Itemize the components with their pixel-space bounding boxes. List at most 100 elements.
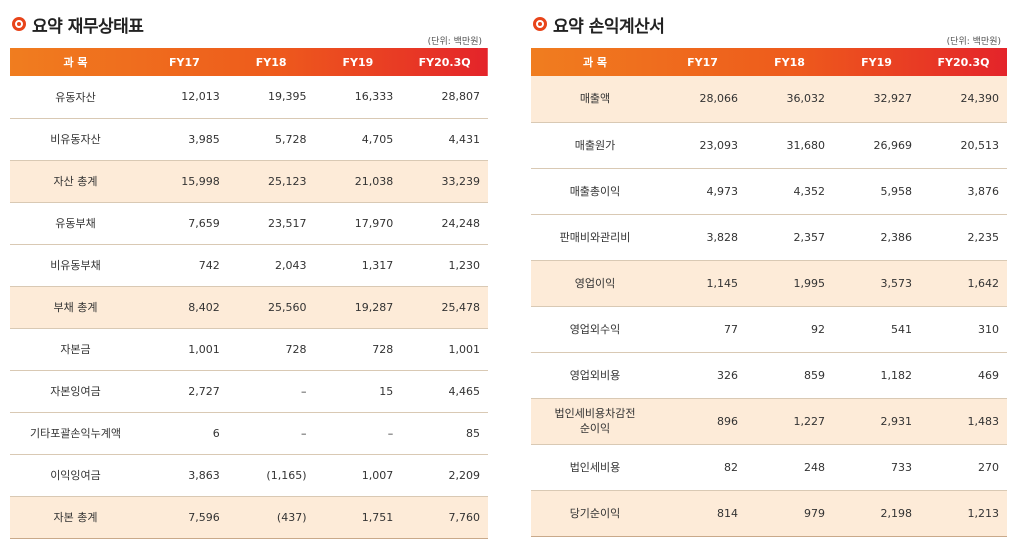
income-statement-table: 과 목 FY17 FY18 FY19 FY20.3Q 매출액 28,066 36,0… [531,48,1007,537]
income-statement-unit: (단위: 백만원) [946,37,1001,47]
column-header: 과 목 [582,56,608,69]
value-cell: 310 [920,306,1007,353]
bullet-icon [533,17,547,31]
value-cell: 2,931 [833,398,920,445]
row-label: 유동부채 [10,202,141,245]
table-row: 영업외비용 326 859 1,182 469 [531,352,1007,399]
value-cell: 85 [401,412,488,455]
value-cell: 5,958 [833,168,920,215]
value-cell: 4,705 [314,118,402,161]
value-cell: 24,248 [401,202,488,245]
table-header-row: 과 목 FY17 FY18 FY19 FY20.3Q [531,48,1007,76]
table-row: 당기순이익 814 979 2,198 1,213 [531,490,1007,537]
value-cell: 3,573 [833,260,920,307]
value-cell: 326 [659,352,746,399]
column-header: FY17 [687,55,718,69]
balance-sheet-header: 요약 재무상태표 (단위: 백만원) [10,0,488,48]
value-cell: 5,728 [227,118,315,161]
value-cell: (1,165) [227,454,315,497]
row-label: 자본잉여금 [10,370,141,413]
value-cell: 1,213 [920,490,1007,537]
value-cell: 2,386 [833,214,920,261]
row-label: 영업외비용 [531,352,659,399]
table-row: 비유동자산 3,985 5,728 4,705 4,431 [10,118,488,161]
value-cell: 2,198 [833,490,920,537]
table-row: 매출원가 23,093 31,680 26,969 20,513 [531,122,1007,169]
value-cell: 31,680 [746,122,833,169]
value-cell: 25,478 [401,286,488,329]
value-cell: 28,066 [659,76,746,123]
balance-sheet-table: 과 목 FY17 FY18 FY19 FY20.3Q 유동자산 12,013 19,… [10,48,488,539]
value-cell: 2,357 [746,214,833,261]
value-cell: 270 [920,444,1007,491]
value-cell: 3,876 [920,168,1007,215]
income-statement-body: 매출액 28,066 36,032 32,927 24,390 매출원가 23,093 31,… [531,76,1007,537]
table-row: 매출액 28,066 36,032 32,927 24,390 [531,76,1007,123]
value-cell: 2,209 [401,454,488,497]
value-cell: – [227,370,315,413]
value-cell: 36,032 [746,76,833,123]
value-cell: 77 [659,306,746,353]
row-label: 매출총이익 [531,168,659,215]
row-label: 비유동부채 [10,244,141,287]
value-cell: 28,807 [401,76,488,119]
row-label: 영업이익 [531,260,659,307]
balance-sheet-unit: (단위: 백만원) [427,37,482,47]
table-row: 자본잉여금 2,727–15 4,465 [10,370,488,413]
table-row: 유동부채 7,659 23,517 17,970 24,248 [10,202,488,245]
value-cell: 7,596 [141,496,228,539]
row-label: 자산 총계 [10,160,141,203]
value-cell: 15,998 [141,160,228,203]
column-header: FY20.3Q [418,55,471,69]
value-cell: 728 [227,328,315,371]
table-row: 기타포괄손익누계액 6– –85 [10,412,488,455]
value-cell: 15 [314,370,402,413]
row-label: 유동자산 [10,76,141,119]
row-label: 당기순이익 [531,490,659,537]
column-header: FY18 [255,55,287,69]
row-label: 매출원가 [531,122,659,169]
column-header: FY20.3Q [937,55,990,69]
value-cell: 859 [746,352,833,399]
value-cell: 1,230 [401,244,488,287]
value-cell: 19,395 [227,76,315,119]
value-cell: – [227,412,315,455]
value-cell: 2,727 [141,370,228,413]
value-cell: 20,513 [920,122,1007,169]
value-cell: 82 [659,444,746,491]
value-cell: 7,659 [141,202,228,245]
value-cell: 6 [141,412,228,455]
value-cell: – [314,412,402,455]
column-header: FY18 [774,55,805,69]
table-row: 영업이익 1,145 1,995 3,573 1,642 [531,260,1007,307]
table-row: 비유동부채 742 2,043 1,317 1,230 [10,244,488,287]
column-header: FY19 [342,55,374,69]
value-cell: 733 [833,444,920,491]
value-cell: 4,352 [746,168,833,215]
table-row: 자본금 1,001 728 728 1,001 [10,328,488,371]
value-cell: 1,642 [920,260,1007,307]
value-cell: 742 [141,244,228,287]
value-cell: 25,560 [227,286,315,329]
table-row: 부채 총계 8,402 25,560 19,287 25,478 [10,286,488,329]
row-label: 부채 총계 [10,286,141,329]
table-row: 법인세비용차감전 순이익 896 1,227 2,931 1,483 [531,398,1007,445]
value-cell: 1,001 [401,328,488,371]
income-statement-title: 요약 손익계산서 [553,17,665,37]
value-cell: 1,182 [833,352,920,399]
balance-sheet-panel: 요약 재무상태표 (단위: 백만원) 과 목 FY17 FY18 FY19 FY… [10,0,488,539]
value-cell: 16,333 [314,76,402,119]
value-cell: 25,123 [227,160,315,203]
value-cell: 33,239 [401,160,488,203]
row-label: 기타포괄손익누계액 [10,412,141,455]
value-cell: 1,995 [746,260,833,307]
table-header-row: 과 목 FY17 FY18 FY19 FY20.3Q [10,48,488,76]
row-label: 자본금 [10,328,141,371]
value-cell: 8,402 [141,286,228,329]
value-cell: 92 [746,306,833,353]
value-cell: 7,760 [401,496,488,539]
value-cell: 1,145 [659,260,746,307]
value-cell: 17,970 [314,202,402,245]
income-statement-header: 요약 손익계산서 (단위: 백만원) [531,0,1007,48]
value-cell: 248 [746,444,833,491]
